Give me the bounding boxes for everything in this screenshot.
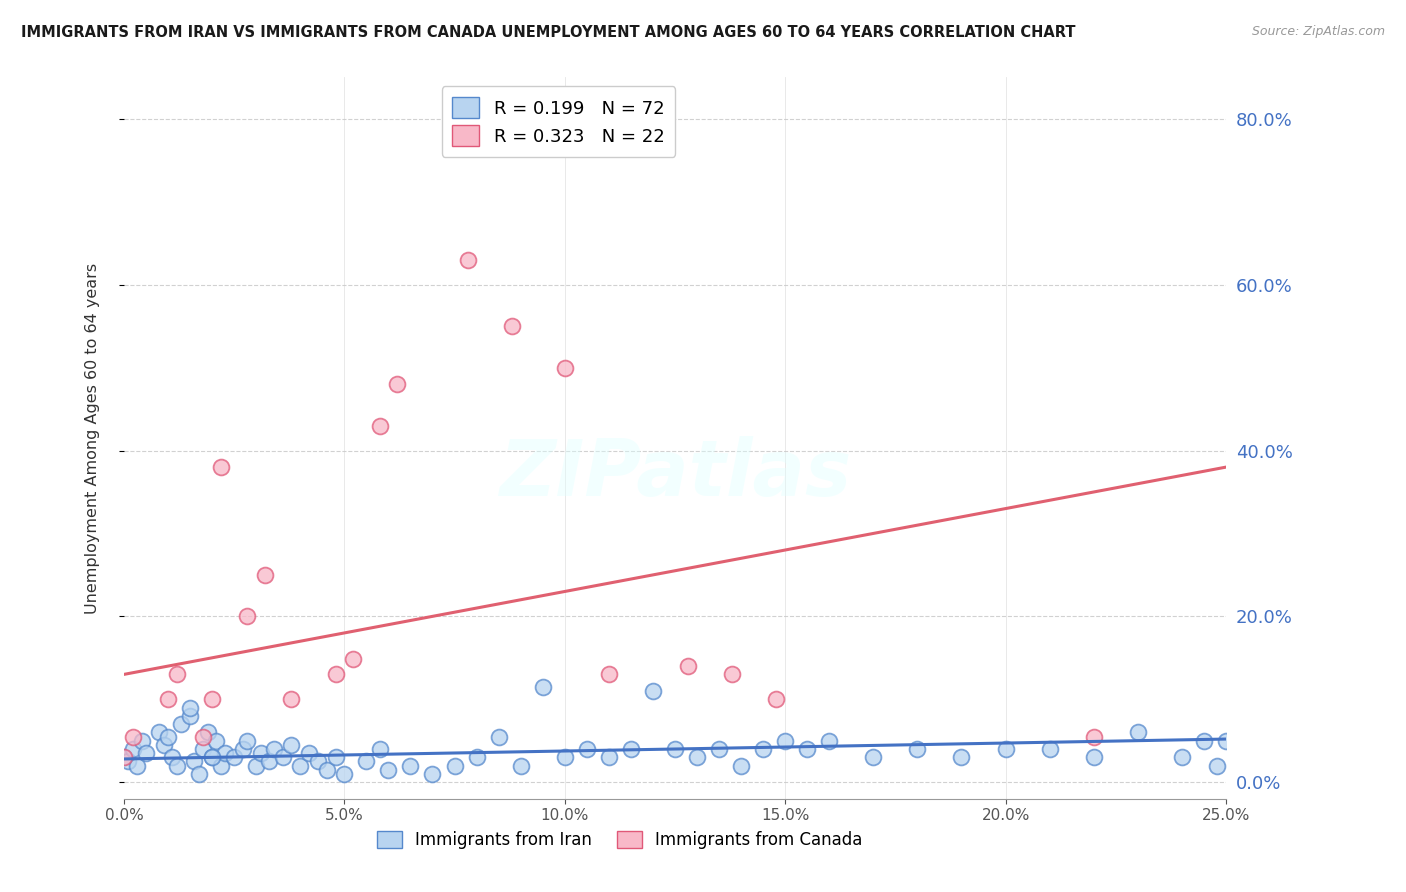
Point: [298, 746, 321, 760]
Point: [554, 750, 576, 764]
Point: [135, 746, 157, 760]
Point: [201, 750, 224, 764]
Point: [531, 680, 554, 694]
Point: [315, 763, 337, 777]
Point: [342, 652, 364, 666]
Point: [686, 750, 709, 764]
Point: [209, 460, 232, 475]
Point: [707, 742, 730, 756]
Point: [121, 730, 143, 744]
Point: [1083, 750, 1105, 764]
Point: [205, 733, 228, 747]
Point: [641, 684, 664, 698]
Point: [179, 700, 201, 714]
Point: [117, 755, 139, 769]
Point: [1126, 725, 1149, 739]
Point: [325, 667, 347, 681]
Point: [399, 758, 422, 772]
Point: [183, 755, 205, 769]
Point: [152, 738, 174, 752]
Point: [333, 767, 356, 781]
Point: [201, 692, 224, 706]
Point: [620, 742, 643, 756]
Point: [236, 733, 259, 747]
Point: [1206, 758, 1229, 772]
Point: [575, 742, 598, 756]
Text: ZIPatlas: ZIPatlas: [499, 436, 851, 512]
Point: [509, 758, 531, 772]
Point: [356, 755, 378, 769]
Point: [214, 746, 236, 760]
Point: [263, 742, 285, 756]
Point: [905, 742, 928, 756]
Point: [325, 750, 347, 764]
Text: Source: ZipAtlas.com: Source: ZipAtlas.com: [1251, 25, 1385, 38]
Point: [166, 758, 188, 772]
Point: [994, 742, 1017, 756]
Point: [121, 742, 143, 756]
Point: [773, 733, 796, 747]
Y-axis label: Unemployment Among Ages 60 to 64 years: Unemployment Among Ages 60 to 64 years: [86, 262, 100, 614]
Point: [148, 725, 170, 739]
Point: [253, 568, 276, 582]
Point: [465, 750, 488, 764]
Point: [307, 755, 329, 769]
Point: [156, 692, 179, 706]
Point: [422, 767, 444, 781]
Point: [201, 750, 224, 764]
Point: [224, 750, 246, 764]
Point: [950, 750, 973, 764]
Point: [377, 763, 399, 777]
Point: [232, 742, 254, 756]
Point: [280, 692, 302, 706]
Point: [131, 733, 153, 747]
Point: [818, 733, 841, 747]
Point: [1192, 733, 1215, 747]
Point: [387, 377, 409, 392]
Point: [259, 755, 281, 769]
Point: [156, 730, 179, 744]
Text: IMMIGRANTS FROM IRAN VS IMMIGRANTS FROM CANADA UNEMPLOYMENT AMONG AGES 60 TO 64 : IMMIGRANTS FROM IRAN VS IMMIGRANTS FROM …: [21, 25, 1076, 40]
Point: [166, 667, 188, 681]
Point: [112, 750, 135, 764]
Point: [765, 692, 787, 706]
Point: [457, 252, 479, 267]
Point: [193, 730, 215, 744]
Point: [187, 767, 209, 781]
Point: [280, 738, 302, 752]
Point: [290, 758, 312, 772]
Point: [162, 750, 184, 764]
Point: [271, 750, 294, 764]
Point: [112, 750, 135, 764]
Point: [554, 360, 576, 375]
Point: [598, 750, 620, 764]
Point: [179, 709, 201, 723]
Point: [170, 717, 193, 731]
Point: [730, 758, 752, 772]
Point: [862, 750, 884, 764]
Point: [197, 725, 219, 739]
Point: [236, 609, 259, 624]
Point: [488, 730, 510, 744]
Point: [1083, 730, 1105, 744]
Point: [127, 758, 149, 772]
Point: [368, 742, 391, 756]
Point: [752, 742, 775, 756]
Point: [796, 742, 818, 756]
Point: [676, 659, 699, 673]
Point: [1039, 742, 1062, 756]
Point: [209, 758, 232, 772]
Point: [249, 746, 271, 760]
Point: [245, 758, 267, 772]
Point: [598, 667, 620, 681]
Point: [1215, 733, 1237, 747]
Point: [664, 742, 686, 756]
Point: [721, 667, 744, 681]
Point: [1171, 750, 1194, 764]
Point: [501, 319, 523, 334]
Point: [443, 758, 465, 772]
Point: [368, 418, 391, 433]
Legend: R = 0.199   N = 72, R = 0.323   N = 22: R = 0.199 N = 72, R = 0.323 N = 22: [441, 87, 675, 157]
Point: [193, 742, 215, 756]
